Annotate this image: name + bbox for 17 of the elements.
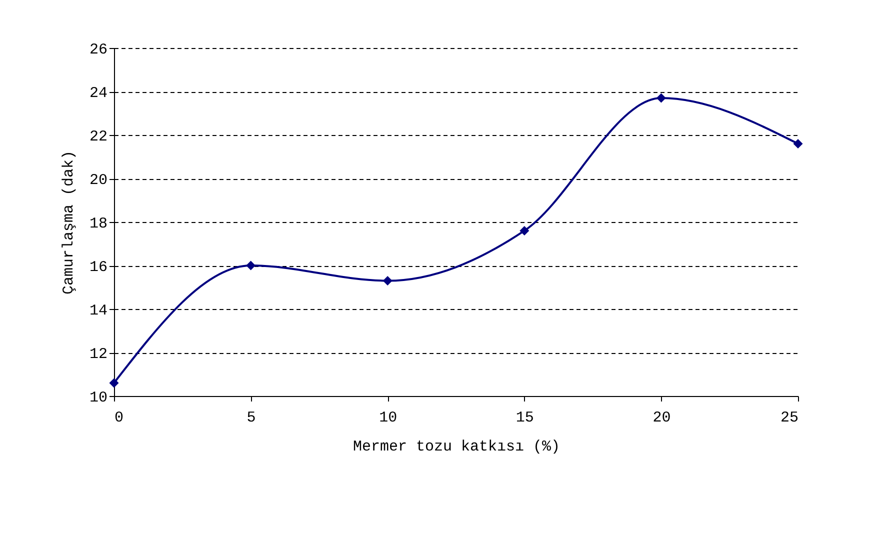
y-axis-title: Çamurlaşma (dak) [60,150,78,295]
y-tick-label: 18 [89,216,108,232]
y-tick-label: 22 [89,128,108,146]
x-tick-label: 15 [516,410,534,426]
y-tick-label: 14 [89,302,108,320]
y-tick-label: 26 [89,42,108,58]
x-axis-title: Mermer tozu katkısı (%) [352,438,560,456]
x-tick-label: 0 [114,410,124,426]
y-tick-label: 12 [89,346,108,363]
y-tick-label: 16 [89,259,108,276]
x-tick-label: 25 [780,410,798,426]
x-tick-label: 5 [246,410,256,426]
y-tick-label: 24 [89,85,108,102]
y-tick-label: 10 [89,390,108,406]
x-tick-label: 10 [379,410,398,426]
x-tick-label: 20 [652,410,671,426]
y-tick-label: 20 [89,172,108,189]
